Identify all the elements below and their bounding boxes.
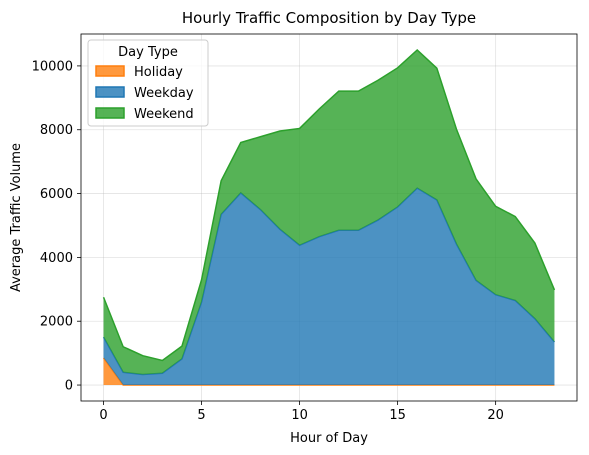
y-tick-label: 2000 <box>40 315 73 330</box>
legend-swatch-weekday <box>95 86 125 98</box>
chart-title: Hourly Traffic Composition by Day Type <box>182 9 476 27</box>
y-tick-label: 8000 <box>40 123 73 138</box>
x-tick-label: 20 <box>487 408 504 423</box>
legend-label-weekday: Weekday <box>134 86 194 101</box>
y-tick-label: 4000 <box>40 251 73 266</box>
x-tick-label: 0 <box>99 408 107 423</box>
legend-label-holiday: Holiday <box>134 65 183 80</box>
axes-frame <box>80 33 578 402</box>
y-tick-label: 6000 <box>40 187 73 202</box>
area-weekend <box>103 49 555 375</box>
x-tick-label: 15 <box>389 408 406 423</box>
x-axis-label: Hour of Day <box>290 431 368 446</box>
line-weekend <box>102 48 556 362</box>
legend-swatch-weekend <box>95 107 125 119</box>
y-tick-label: 10000 <box>32 59 73 74</box>
legend-box <box>87 39 209 127</box>
legend-swatch-holiday <box>95 65 125 77</box>
legend-title: Day Type <box>118 45 178 60</box>
x-axis-ticks: 0 5 10 15 20 <box>99 401 504 423</box>
stacked-areas <box>102 48 556 386</box>
line-weekday <box>102 187 556 376</box>
y-axis-ticks: 0 2000 4000 6000 8000 10000 <box>32 59 81 394</box>
legend: Day Type Holiday Weekday Weekend <box>87 39 209 127</box>
legend-label-weekend: Weekend <box>134 107 194 122</box>
x-tick-label: 5 <box>197 408 205 423</box>
y-tick-label: 0 <box>65 379 73 394</box>
y-axis-label: Average Traffic Volume <box>9 143 24 292</box>
x-tick-label: 10 <box>291 408 308 423</box>
